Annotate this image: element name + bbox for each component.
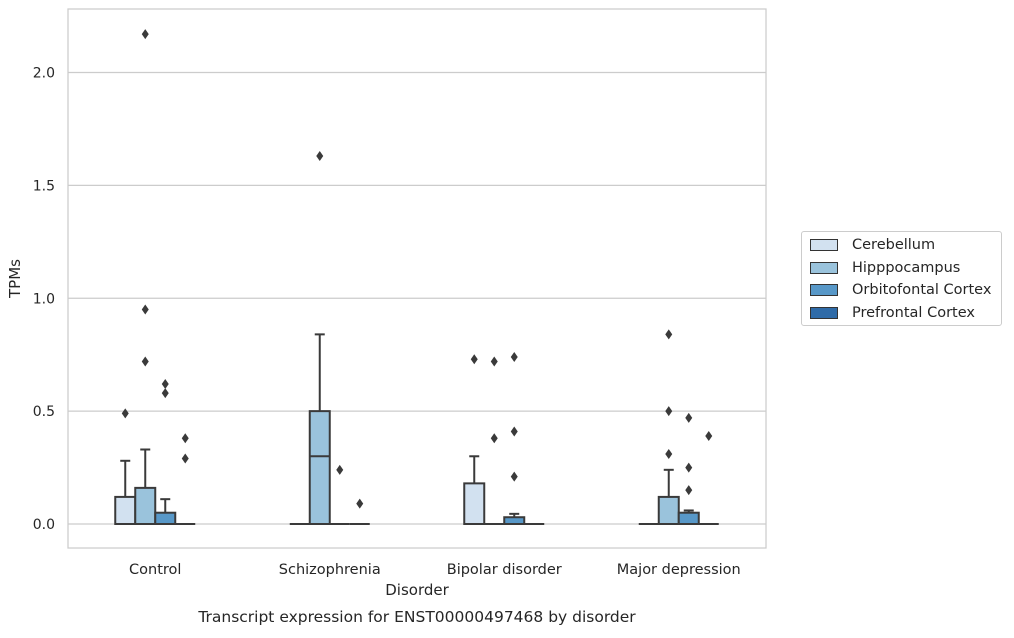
box-prefrontal-cortex [349,498,370,525]
box-body [657,495,680,526]
box-cerebellum [114,408,137,526]
outlier-point [470,354,478,365]
outlier-point [141,356,149,367]
y-tick-label: 1.5 [33,178,55,194]
box-body [308,410,331,525]
outlier-point [336,464,344,475]
box-orbitofontal-cortex [503,351,526,525]
outlier-point [665,406,673,417]
outlier-point [510,426,518,437]
outlier-point [685,412,693,423]
legend-swatch [810,284,838,297]
legend-item: Cerebellum [810,236,935,254]
legend-label: Cerebellum [852,237,936,253]
box-hipppocampus [484,356,505,525]
x-axis-label: Disorder [385,581,449,599]
box-orbitofontal-cortex [677,412,700,526]
outlier-point [665,449,673,460]
box-body [114,495,137,526]
outlier-point [181,453,189,464]
box-body [134,486,157,526]
box-prefrontal-cortex [175,433,196,525]
y-tick-label: 0.0 [33,517,55,533]
box-prefrontal-cortex [698,430,719,525]
grid-layer [68,71,766,525]
legend-item: Orbitofontal Cortex [810,281,991,299]
outlier-point [490,356,498,367]
box-hipppocampus [308,151,331,525]
outlier-point [665,329,673,340]
box-cerebellum [463,354,486,525]
chart-caption: Transcript expression for ENST0000049746… [197,608,636,626]
y-tick-label: 2.0 [33,66,55,82]
outlier-point [685,462,693,473]
ticks-layer: 0.0 0.5 1.0 1.5 2.0 Control Schizophrenia Bipol… [33,66,741,579]
outlier-point [161,379,169,390]
box-hipppocampus [657,329,680,526]
legend-swatch [810,307,838,320]
box-orbitofontal-cortex [329,464,350,525]
box-body [677,511,700,526]
box-body [503,516,526,525]
outlier-point [490,433,498,444]
outlier-point [356,498,364,509]
outlier-point [121,408,129,419]
outlier-point [510,351,518,362]
plot-frame [67,8,767,549]
box-body [463,482,486,525]
legend-label: Orbitofontal Cortex [852,282,992,299]
marks-layer [114,29,719,526]
legend-label: Prefrontal Cortex [852,305,975,322]
outlier-point [161,388,169,399]
legend-item: Hipppocampus [810,259,960,277]
outlier-point [510,471,518,482]
legend-item: Prefrontal Cortex [810,304,975,322]
outlier-point [705,430,713,441]
outlier-point [181,433,189,444]
box-hipppocampus [134,29,157,526]
x-tick-label: Schizophrenia [279,562,381,578]
legend: Cerebellum Hipppocampus Orbitofontal Corte… [801,231,1002,326]
outlier-point [685,485,693,496]
legend-label: Hipppocampus [852,259,961,276]
x-tick-label: Major depression [617,562,741,578]
y-tick-label: 0.5 [33,404,55,420]
box-body [154,511,177,526]
box-orbitofontal-cortex [154,379,177,526]
outlier-point [316,151,324,162]
outlier-point [141,304,149,315]
legend-swatch [810,239,838,251]
y-axis-label: TPMs [6,259,24,299]
x-tick-label: Control [129,562,181,578]
y-tick-label: 1.0 [33,291,55,307]
x-tick-label: Bipolar disorder [447,562,562,578]
legend-swatch [810,261,838,274]
outlier-point [141,29,149,40]
